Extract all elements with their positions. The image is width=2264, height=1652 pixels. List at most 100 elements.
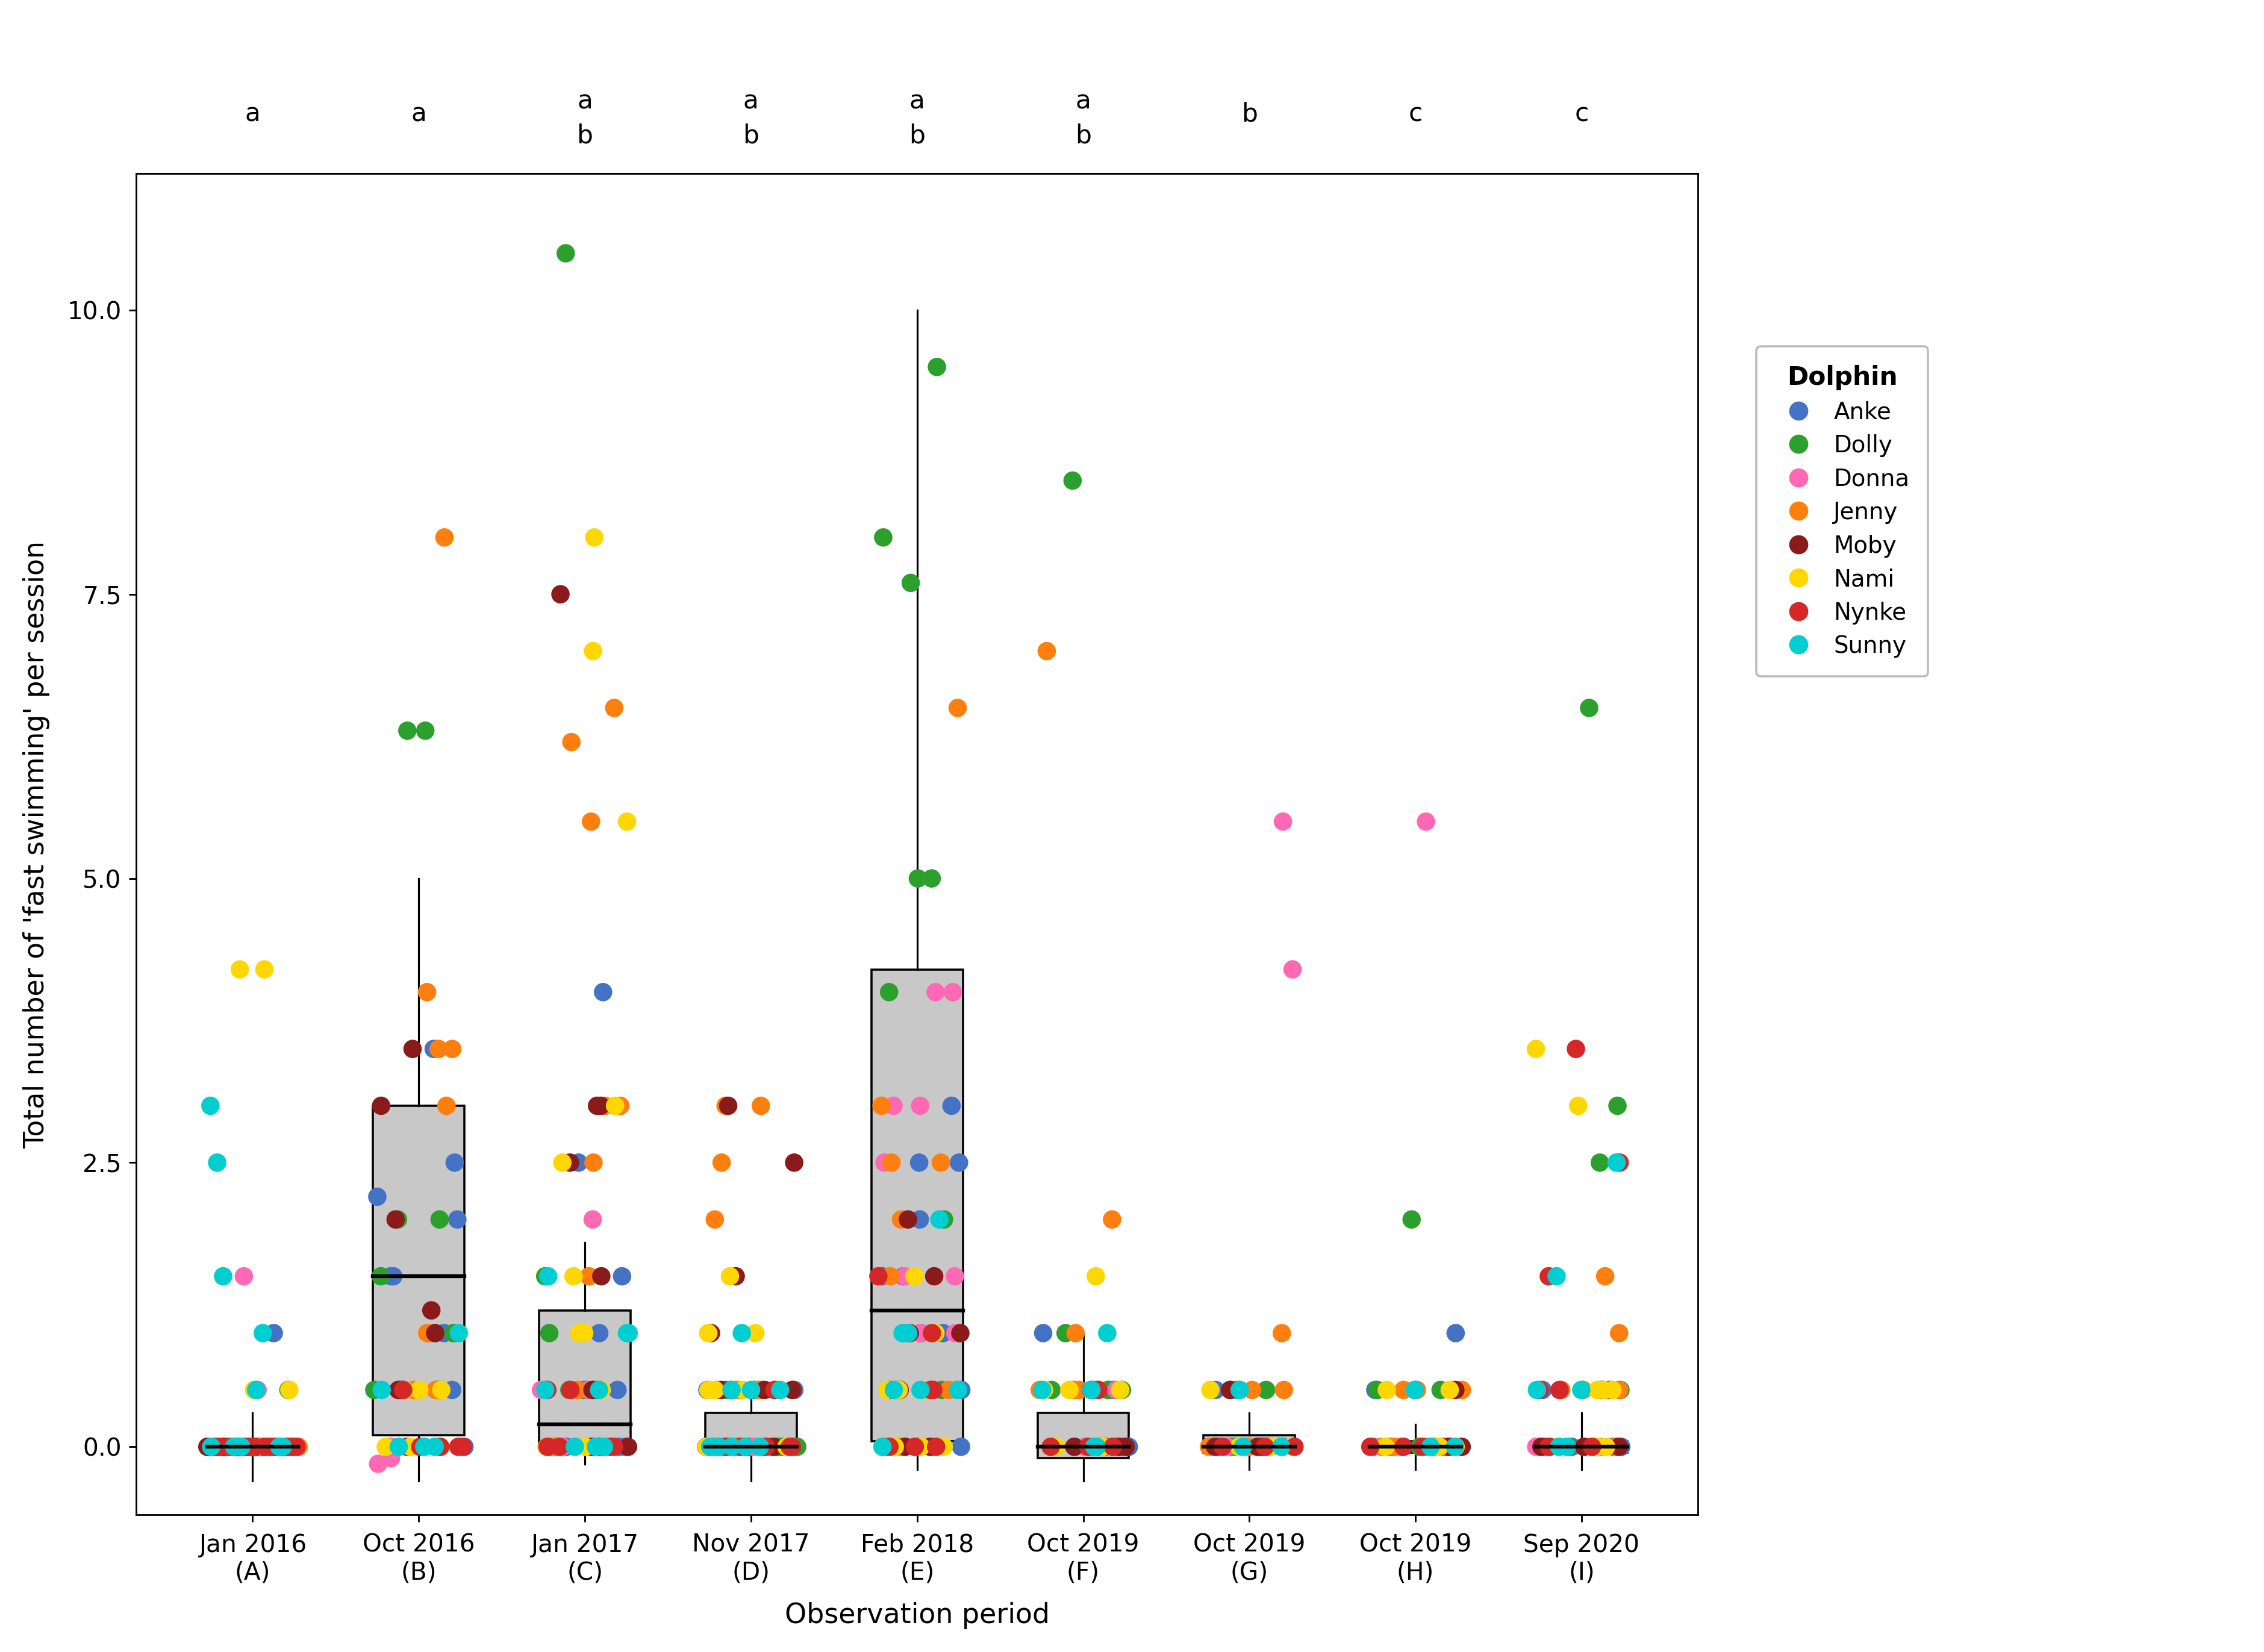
Point	[1377, 1434, 1413, 1460]
Point	[1542, 1376, 1578, 1403]
Point	[1583, 1376, 1619, 1403]
Point	[702, 1376, 738, 1403]
Point	[582, 1376, 618, 1403]
Point	[731, 1434, 767, 1460]
Point	[233, 1434, 269, 1460]
Point	[697, 1434, 734, 1460]
Point	[745, 1434, 781, 1460]
Point	[779, 1434, 815, 1460]
Point	[403, 1434, 439, 1460]
Point	[552, 729, 589, 755]
Point	[1592, 1376, 1628, 1403]
Point	[528, 1264, 564, 1290]
Point	[224, 1434, 260, 1460]
Point	[408, 717, 444, 743]
Point	[1585, 1376, 1621, 1403]
Point	[1587, 1434, 1623, 1460]
Point	[1055, 1376, 1091, 1403]
Point	[197, 1434, 233, 1460]
Point	[220, 1434, 256, 1460]
Point	[876, 1376, 912, 1403]
Point	[1542, 1434, 1578, 1460]
Point	[580, 1376, 616, 1403]
Point	[559, 1376, 595, 1403]
Point	[1107, 1434, 1143, 1460]
Point	[260, 1434, 297, 1460]
Point	[1096, 1376, 1132, 1403]
Point	[1370, 1434, 1406, 1460]
Point	[706, 1092, 743, 1118]
Point	[206, 1434, 242, 1460]
Point	[217, 1434, 254, 1460]
Point	[1526, 1434, 1562, 1460]
Point	[1103, 1376, 1139, 1403]
Point	[405, 1434, 441, 1460]
X-axis label: Observation period: Observation period	[786, 1602, 1050, 1629]
Point	[206, 1264, 242, 1290]
Point	[258, 1434, 294, 1460]
Text: b: b	[1241, 102, 1257, 127]
Point	[604, 1264, 641, 1290]
Point	[1112, 1434, 1148, 1460]
Point	[761, 1376, 797, 1403]
Point	[1578, 1434, 1614, 1460]
Point	[688, 1434, 724, 1460]
Point	[1435, 1434, 1472, 1460]
Point	[693, 1320, 729, 1346]
Bar	[1370, 1441, 1460, 1452]
Point	[543, 1434, 580, 1460]
Point	[595, 1434, 632, 1460]
Point	[238, 1434, 274, 1460]
Point	[1386, 1376, 1422, 1403]
Point	[777, 1150, 813, 1176]
Point	[220, 1434, 256, 1460]
Point	[580, 1434, 616, 1460]
Point	[1524, 1434, 1560, 1460]
Point	[208, 1434, 245, 1460]
Point	[774, 1376, 811, 1403]
Point	[1560, 1092, 1596, 1118]
Point	[584, 1376, 620, 1403]
Point	[1026, 1376, 1062, 1403]
Point	[1372, 1434, 1408, 1460]
Point	[1075, 1376, 1112, 1403]
Point	[697, 1206, 734, 1232]
Point	[743, 1376, 779, 1403]
Point	[1386, 1434, 1422, 1460]
Point	[940, 695, 976, 722]
Point	[1435, 1376, 1472, 1403]
Point	[711, 1092, 747, 1118]
Point	[1587, 1264, 1623, 1290]
Point	[389, 1434, 426, 1460]
Point	[736, 1376, 772, 1403]
Point	[1580, 1434, 1616, 1460]
Point	[1392, 1206, 1429, 1232]
Point	[704, 1434, 740, 1460]
Point	[887, 1264, 924, 1290]
Point	[1211, 1376, 1247, 1403]
Point	[1223, 1376, 1259, 1403]
Point	[269, 1434, 306, 1460]
Point	[1026, 1320, 1062, 1346]
Point	[204, 1434, 240, 1460]
Point	[417, 1434, 453, 1460]
Point	[876, 1434, 912, 1460]
Text: c: c	[1408, 102, 1422, 127]
Point	[1603, 1434, 1639, 1460]
Point	[754, 1434, 790, 1460]
Point	[942, 1320, 978, 1346]
Point	[385, 1376, 421, 1403]
Point	[774, 1376, 811, 1403]
Point	[439, 1206, 475, 1232]
Point	[235, 1434, 272, 1460]
Point	[722, 1434, 758, 1460]
Point	[1198, 1376, 1234, 1403]
Point	[245, 1434, 281, 1460]
Point	[926, 1206, 962, 1232]
Point	[217, 1434, 254, 1460]
Point	[199, 1150, 235, 1176]
Point	[192, 1434, 229, 1460]
Point	[1397, 1376, 1433, 1403]
Point	[915, 1320, 951, 1346]
Point	[199, 1434, 235, 1460]
